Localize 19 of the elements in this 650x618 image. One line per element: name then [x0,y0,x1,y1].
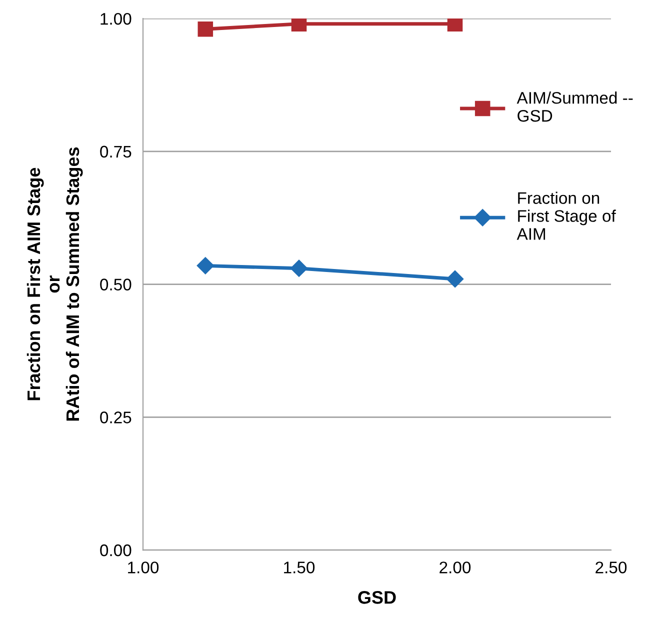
x-tick-label: 1.50 [284,562,315,574]
legend-label: Fraction on First Stage of AIM [516,192,616,240]
y-axis-title: Fraction on First AIM Stage or RAtio of AIM to Summed Stages [26,147,83,421]
point [446,270,464,288]
y-tick-label: 0.50 [100,278,132,290]
x-tick-label: 2.00 [440,562,471,574]
x-axis-title: GSD [358,591,396,604]
legend-label: AIM/Summed -- GSD [516,92,633,122]
x-tick-label: 1.00 [128,562,159,574]
point [291,18,307,32]
y-tick-label: 0.25 [100,412,132,424]
point [196,257,214,274]
point [290,260,308,277]
point [447,18,463,32]
y-tick-label: 0.75 [100,146,132,158]
x-tick-label: 2.50 [596,562,627,574]
point [198,22,214,37]
y-tick-label: 0.00 [100,544,132,556]
y-tick-label: 1.00 [100,12,132,25]
